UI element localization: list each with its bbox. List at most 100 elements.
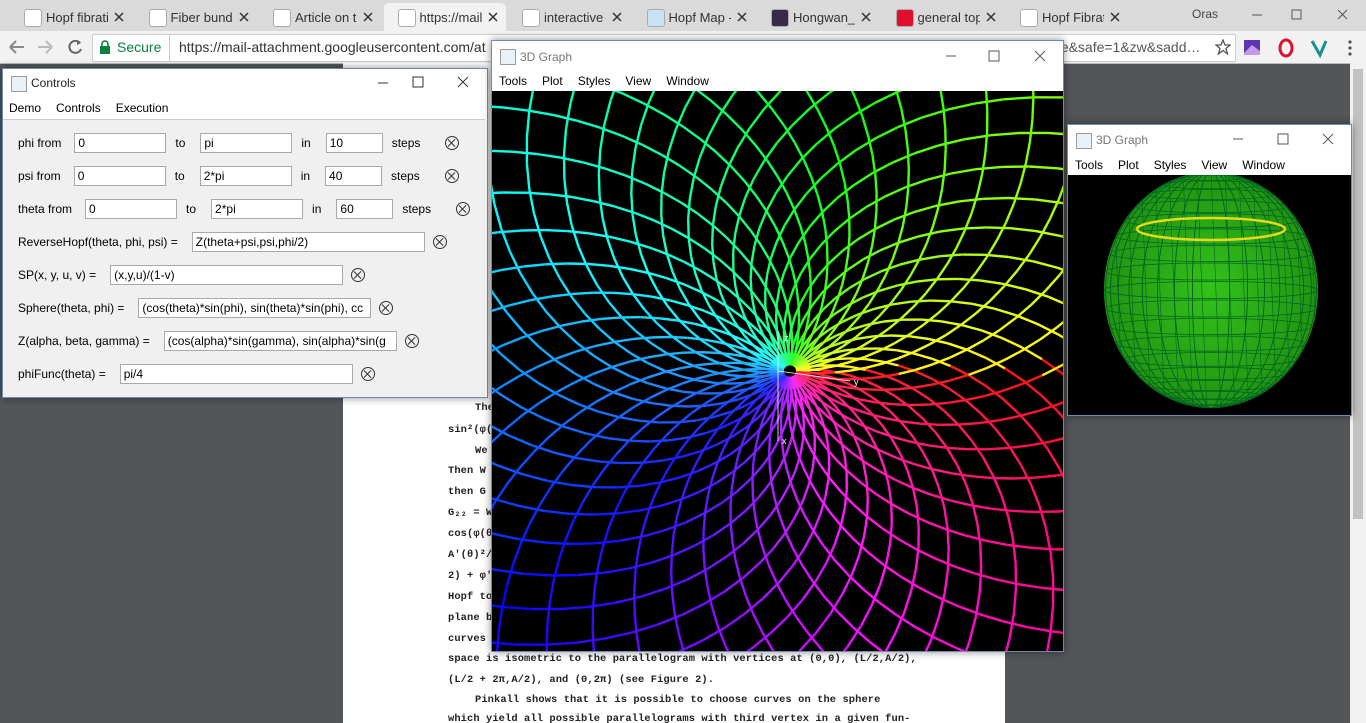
mesh-line <box>702 512 707 531</box>
mesh-line <box>667 129 677 152</box>
menu-item[interactable]: Window <box>666 74 709 88</box>
text-field[interactable]: 0 <box>74 133 167 153</box>
mesh-line <box>565 202 573 226</box>
tab-close[interactable] <box>363 12 373 22</box>
mesh-line <box>694 322 712 330</box>
mesh-line <box>712 261 718 279</box>
menu-item[interactable]: View <box>625 74 652 88</box>
text-field[interactable]: pi <box>200 133 293 153</box>
text-field[interactable]: 60 <box>336 199 394 219</box>
menu-item[interactable]: Execution <box>115 101 169 115</box>
mesh-line <box>892 152 916 164</box>
mesh-line <box>1003 96 1034 101</box>
mesh-line <box>793 209 802 227</box>
window-controls[interactable] <box>363 69 487 97</box>
extensions[interactable] <box>1240 37 1364 59</box>
tab[interactable]: general topo <box>882 3 1004 31</box>
mesh-line <box>492 461 499 467</box>
text-field[interactable]: 2*pi <box>211 199 304 219</box>
mesh-line <box>556 350 577 360</box>
remove-button[interactable] <box>351 268 366 282</box>
remove-button[interactable] <box>360 367 375 381</box>
menu-item[interactable]: Plot <box>1118 158 1139 172</box>
mesh-line <box>784 598 797 618</box>
mesh-line <box>847 235 851 253</box>
remove-button[interactable] <box>432 235 447 249</box>
mesh-line <box>803 242 810 259</box>
mesh-line <box>1057 333 1063 339</box>
mesh-line <box>974 572 998 581</box>
remove-button[interactable] <box>379 301 394 315</box>
window-controls[interactable] <box>1218 125 1348 153</box>
mesh-line <box>714 278 730 291</box>
mesh-line <box>508 250 522 274</box>
remove-button[interactable] <box>456 202 471 216</box>
tab-close[interactable] <box>985 12 996 22</box>
menu-item[interactable]: Plot <box>542 74 563 88</box>
nav-buttons[interactable] <box>0 31 92 63</box>
tab[interactable]: Hopf fibratio <box>10 3 132 31</box>
text-field[interactable]: 2*pi <box>199 166 292 186</box>
text-field[interactable]: 0 <box>73 166 166 186</box>
tab-close[interactable] <box>238 12 249 22</box>
window-controls[interactable] <box>1240 0 1366 30</box>
plot-canvas[interactable]: z y x <box>492 91 1063 651</box>
remove-button[interactable] <box>445 136 460 150</box>
tab-close[interactable] <box>736 12 747 22</box>
mesh-line <box>492 386 502 396</box>
bookmark-star[interactable] <box>1215 39 1231 55</box>
mesh-line <box>566 229 589 235</box>
tab-close[interactable] <box>114 12 124 22</box>
tab[interactable]: Fiber bundle <box>135 3 257 31</box>
tab[interactable]: Hongwan_L <box>757 3 879 31</box>
text-field[interactable]: 10 <box>325 133 383 153</box>
mesh-line <box>979 545 983 569</box>
text-field[interactable]: (cos(theta)*sin(phi), sin(theta)*sin(phi… <box>138 298 372 318</box>
text-field[interactable]: Z(theta+psi,psi,phi/2) <box>191 232 425 252</box>
menu-item[interactable]: Demo <box>9 101 42 115</box>
text-field[interactable]: 40 <box>325 166 383 186</box>
menu-item[interactable]: Controls <box>56 101 101 115</box>
tab[interactable]: Article on th <box>259 3 381 31</box>
range-row: phi from 0 to pi in 10 steps <box>18 132 460 154</box>
tab[interactable]: https://mail- <box>383 3 506 31</box>
mesh-line <box>679 469 700 479</box>
text-field[interactable]: (cos(alpha)*sin(gamma), sin(alpha)*sin(g <box>163 331 397 351</box>
tab[interactable]: Hopf Map - <box>633 3 755 31</box>
remove-button[interactable] <box>444 169 459 183</box>
mesh-line <box>897 350 915 360</box>
menu-item[interactable]: Window <box>1242 158 1285 172</box>
mesh-line <box>878 284 898 293</box>
mesh-line <box>850 91 856 98</box>
tab-close[interactable] <box>1110 12 1120 22</box>
tab[interactable]: Hopf Fibrati <box>1006 3 1128 31</box>
window-controls[interactable] <box>932 41 1062 71</box>
plot-canvas[interactable] <box>1068 175 1351 415</box>
menu-item[interactable]: Styles <box>1153 158 1187 172</box>
mesh-line <box>641 416 658 430</box>
mesh-line <box>545 541 572 546</box>
text-field[interactable]: pi/4 <box>119 364 353 384</box>
menu-item[interactable]: Styles <box>577 74 611 88</box>
mesh-line <box>800 332 807 346</box>
remove-button[interactable] <box>404 334 419 348</box>
mesh-line <box>720 341 737 348</box>
menu-item[interactable]: View <box>1201 158 1228 172</box>
tab-close[interactable] <box>487 12 498 22</box>
text-field[interactable]: 0 <box>85 199 178 219</box>
mesh-line <box>518 365 539 378</box>
text-field[interactable]: (x,y,u)/(1-v) <box>110 265 344 285</box>
scrollbar[interactable] <box>1350 63 1366 723</box>
profile[interactable]: Oras <box>1192 7 1219 21</box>
mesh-line <box>685 390 702 400</box>
mesh-line <box>781 385 787 399</box>
tab-close[interactable] <box>861 12 871 22</box>
tab-title: Hopf fibratio <box>46 10 108 25</box>
mesh-line <box>818 380 833 387</box>
menu-item[interactable]: Tools <box>499 74 528 88</box>
menu-item[interactable]: Tools <box>1075 158 1104 172</box>
mesh-line <box>563 411 581 426</box>
tab[interactable]: interactive h <box>508 3 630 31</box>
mesh-line <box>885 542 892 564</box>
tab-close[interactable] <box>612 12 622 22</box>
